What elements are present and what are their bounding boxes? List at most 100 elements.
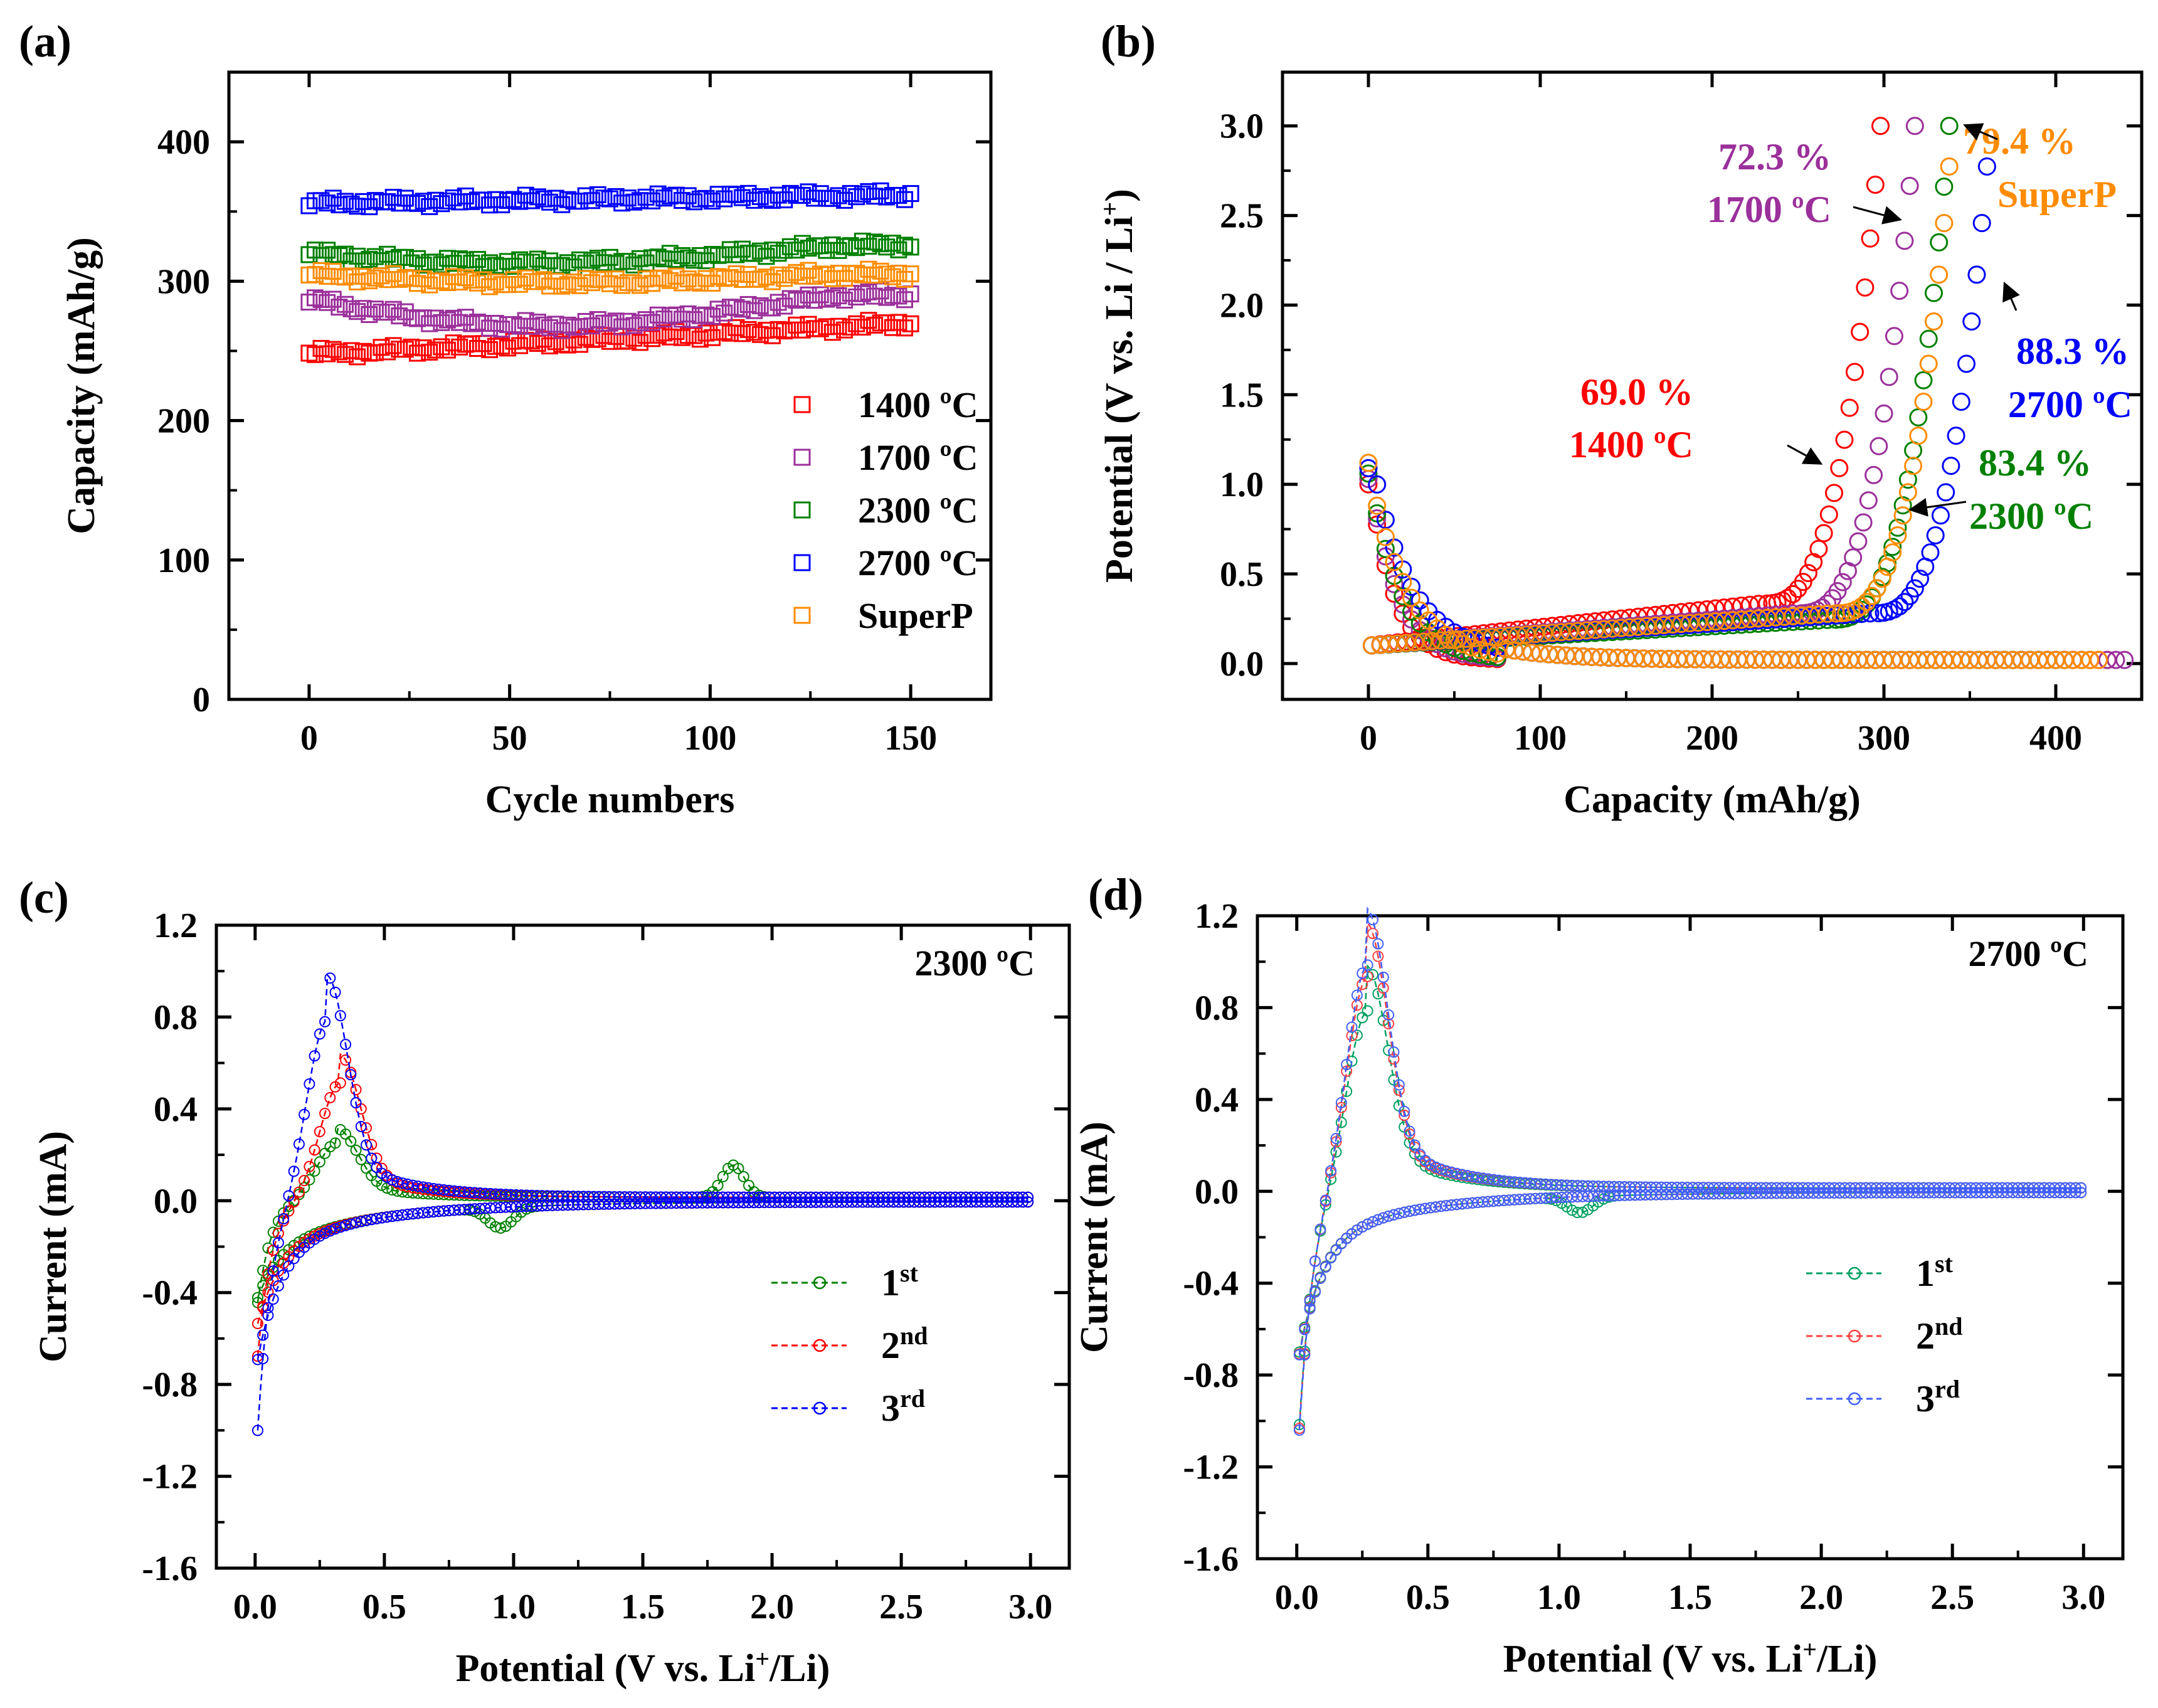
panel-b-point [1483, 628, 1501, 647]
panel-a-point [306, 241, 324, 259]
panel-d-point [1346, 1021, 1358, 1033]
panel-c-point [340, 1054, 352, 1066]
panel-a-point [306, 346, 324, 363]
panel-a-point [685, 252, 703, 269]
panel-a-point [818, 290, 835, 308]
panel-a-point [541, 277, 559, 295]
panel-a-point [727, 319, 745, 336]
panel-a-point [319, 267, 336, 285]
panel-c-point [329, 1137, 341, 1149]
panel-a-point [468, 274, 486, 292]
panel-c-legend-label: 1st [881, 1259, 919, 1304]
panel-c-point [350, 1084, 362, 1096]
panel-b-point [1758, 608, 1777, 627]
panel-a-point [481, 341, 499, 358]
panel-a-point [866, 267, 884, 284]
panel-b-point [1904, 457, 1923, 475]
panel-b-point [1849, 532, 1868, 551]
panel-a-point [445, 189, 462, 207]
panel-c-point [371, 1152, 383, 1164]
panel-a-point [421, 315, 438, 332]
panel-a-point [649, 326, 667, 344]
panel-a-point [842, 318, 859, 336]
panel-a-point [800, 316, 817, 333]
panel-b-annotation-value: 69.0 % [1580, 371, 1693, 413]
panel-a-point [770, 321, 787, 338]
panel-c-point [340, 1219, 352, 1231]
panel-a-point [800, 240, 817, 257]
panel-a-point [493, 196, 510, 213]
panel-b-point [1858, 593, 1876, 612]
panel-a-point [342, 300, 360, 317]
panel-a-point [697, 270, 715, 287]
panel-d-point [1362, 1005, 1373, 1017]
panel-a-point [878, 265, 896, 283]
panel-a-point [860, 260, 877, 278]
panel-a-point [529, 188, 546, 206]
panel-c-point [361, 1139, 373, 1151]
panel-a-point [896, 191, 914, 208]
panel-c-point [738, 1170, 749, 1182]
panel-a-ytick-label: 400 [157, 123, 210, 162]
panel-d-point [1409, 1139, 1420, 1151]
panel-a-point [758, 190, 775, 208]
panel-a-point [324, 341, 342, 358]
panel-d-point [1335, 1117, 1347, 1128]
panel-a-point [415, 193, 432, 210]
panel-b-point [1967, 265, 1986, 284]
panel-b-point [1931, 506, 1950, 525]
panel-d-point [1425, 1159, 1436, 1170]
panel-c-title: 2300 ºC [914, 943, 1035, 984]
panel-a-point [324, 263, 342, 280]
panel-d-point [1372, 950, 1384, 962]
panel-a-point [373, 339, 390, 356]
panel-b-point [1454, 635, 1473, 654]
panel-a-point [788, 316, 805, 334]
panel-b-point [1775, 607, 1794, 626]
panel-b-point [1376, 539, 1395, 558]
panel-b-point [1466, 629, 1484, 647]
panel-a-point [625, 193, 643, 211]
panel-a-point [391, 307, 408, 325]
panel-a-point [751, 188, 769, 205]
panel-c-point [283, 1260, 295, 1272]
panel-a-point [679, 249, 697, 267]
panel-a-point [451, 314, 468, 331]
panel-a-point [866, 188, 884, 205]
panel-a-point [361, 305, 378, 323]
panel-a-point [884, 319, 901, 336]
panel-c-xlabel: Potential (V vs. Li+/Li) [456, 1645, 830, 1690]
panel-a-point [655, 324, 673, 342]
panel-a-point [751, 297, 769, 314]
panel-a-point [739, 265, 757, 283]
panel-c-point [314, 1230, 325, 1242]
panel-a-point [655, 189, 673, 207]
panel-a-point [679, 305, 697, 322]
panel-b-xtick-label: 0 [1360, 719, 1377, 758]
panel-a-point [349, 198, 366, 215]
panel-a-series-2 [300, 232, 919, 276]
panel-d-legend-label: 3rd [1916, 1375, 1960, 1420]
panel-a-point [812, 185, 829, 203]
panel-a-point [721, 241, 739, 258]
panel-a-point [727, 246, 745, 263]
panel-b-point [1854, 513, 1873, 532]
panel-d-cathodic-line [1298, 1191, 2084, 1352]
panel-a-point [583, 192, 601, 210]
panel-a-point [541, 337, 559, 354]
panel-a-point [727, 299, 745, 316]
panel-a-point [396, 341, 414, 358]
panel-a-point [866, 287, 884, 305]
panel-a-point [331, 299, 348, 316]
panel-d-anodic-line [1298, 921, 2084, 1429]
panel-b-annotation-value: 79.4 % [1963, 120, 2076, 162]
panel-d-point [1399, 1105, 1410, 1117]
panel-b-point [1385, 575, 1404, 593]
panel-c-point [262, 1242, 274, 1254]
panel-b-point [1957, 354, 1976, 373]
panel-a-point [727, 186, 745, 203]
panel-c-point [334, 1221, 346, 1233]
panel-b-point [1740, 610, 1759, 629]
panel-c-ytick-label: -1.2 [142, 1458, 198, 1497]
